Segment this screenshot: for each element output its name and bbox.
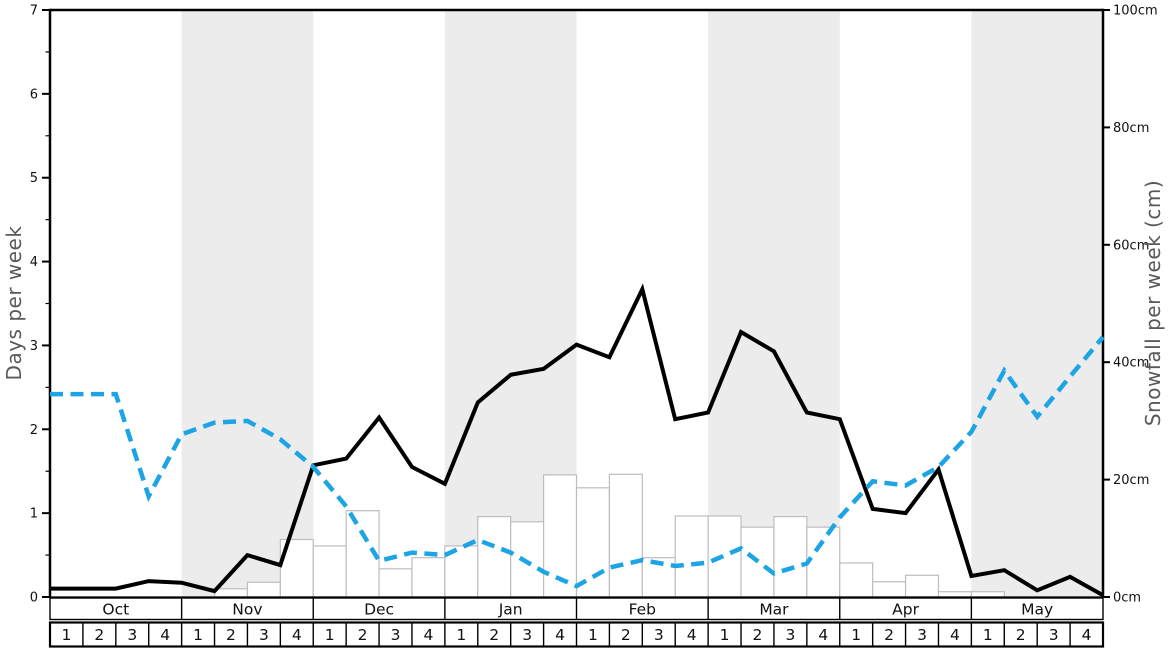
snowfall-bar [608,473,643,598]
snowfall-bar [378,568,413,598]
week-cell-label: 4 [555,626,565,644]
right-axis-tick-label: 60cm [1113,238,1149,253]
left-axis-tick-label: 2 [30,423,38,438]
left-axis-tick-label: 4 [30,255,38,270]
week-cell-label: 1 [193,626,203,644]
week-cell-label: 3 [785,626,795,644]
week-cell-label: 3 [654,626,664,644]
week-cell-label: 3 [127,626,137,644]
right-axis-tick-label: 100cm [1113,4,1158,19]
week-cell-label: 1 [720,626,730,644]
right-axis-tick-label: 20cm [1113,473,1149,488]
snowfall-bar [806,526,841,598]
week-cell-label: 2 [753,626,763,644]
snowfall-bar [707,515,742,598]
week-cell-label: 3 [917,626,927,644]
month-cell-label: Jan [498,600,523,618]
snowfall-bar [575,487,611,598]
month-cell-label: Dec [364,600,394,618]
week-cell-label: 3 [259,626,269,644]
week-cell-label: 2 [884,626,894,644]
snowfall-bar [510,521,545,598]
left-axis-tick-label: 5 [30,171,38,186]
snowfall-bar [773,515,808,598]
month-cell-label: Oct [102,600,129,618]
week-cell-label: 2 [358,626,368,644]
left-axis-tick-label: 0 [30,591,38,606]
week-cell-label: 4 [1082,626,1092,644]
month-cell-label: Mar [759,600,789,618]
snowfall-bar [872,581,907,598]
month-cell-label: Apr [892,600,919,618]
days-per-week-solid-line [50,283,1104,598]
week-cell-label: 4 [950,626,960,644]
week-cell-label: 3 [522,626,532,644]
left-axis-tick-label: 6 [30,87,38,102]
snowfall-bar [477,515,512,598]
week-cell-label: 2 [1016,626,1026,644]
month-shade-band [971,10,1103,597]
snowfall-bar [674,515,709,598]
left-axis-tick-label: 1 [30,507,38,522]
week-cell-label: 3 [1049,626,1059,644]
right-axis-title-text: Snowfall per week (cm) [1141,179,1165,427]
week-cell-label: 1 [851,626,861,644]
snowfall-bar [312,545,347,598]
week-cell-label: 2 [94,626,104,644]
week-cell-label: 2 [621,626,631,644]
right-axis-tick-label: 40cm [1113,356,1149,371]
week-cell-label: 2 [226,626,236,644]
week-cell-label: 4 [687,626,697,644]
right-axis-tick-label: 80cm [1113,121,1149,136]
snowfall-bar [839,562,874,598]
snowfall-bar [970,591,1005,598]
week-cell-label: 3 [391,626,401,644]
week-cell-label: 1 [983,626,993,644]
week-cell-label: 1 [62,626,72,644]
right-axis-tick-label: 0cm [1113,591,1141,606]
week-cell-label: 1 [325,626,335,644]
snowfall-bar [246,581,281,598]
snowfall-bar [411,557,446,598]
month-cell-label: May [1021,600,1053,618]
week-cell-label: 2 [489,626,499,644]
snowfall-bar [937,591,972,598]
month-shade-band [181,10,314,597]
left-axis-tick-label: 3 [30,339,38,354]
week-cell-label: 1 [588,626,598,644]
snowfall-bar [904,574,940,598]
month-cell-label: Feb [629,600,656,618]
week-cell-label: 1 [456,626,466,644]
month-shade-band [708,10,840,597]
week-cell-label: 4 [423,626,433,644]
left-axis-title-text: Days per week [2,225,26,381]
left-axis-tick-label: 7 [30,4,38,19]
week-cell-label: 4 [818,626,828,644]
snowfall-bar [213,588,249,598]
days-per-week-dashed-line [50,335,1105,589]
week-cell-label: 4 [292,626,302,644]
week-cell-label: 4 [160,626,170,644]
month-cell-label: Nov [232,600,262,618]
